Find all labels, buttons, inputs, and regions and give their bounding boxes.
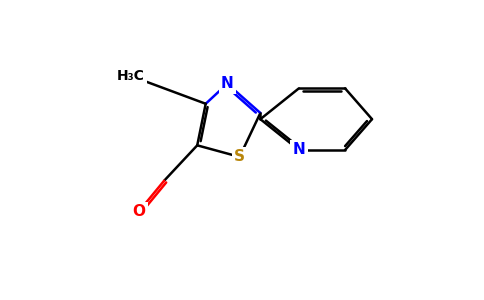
Text: S: S	[234, 149, 245, 164]
Text: N: N	[221, 76, 234, 91]
Text: N: N	[292, 142, 305, 158]
Text: O: O	[132, 204, 145, 219]
Text: H₃C: H₃C	[117, 69, 145, 83]
